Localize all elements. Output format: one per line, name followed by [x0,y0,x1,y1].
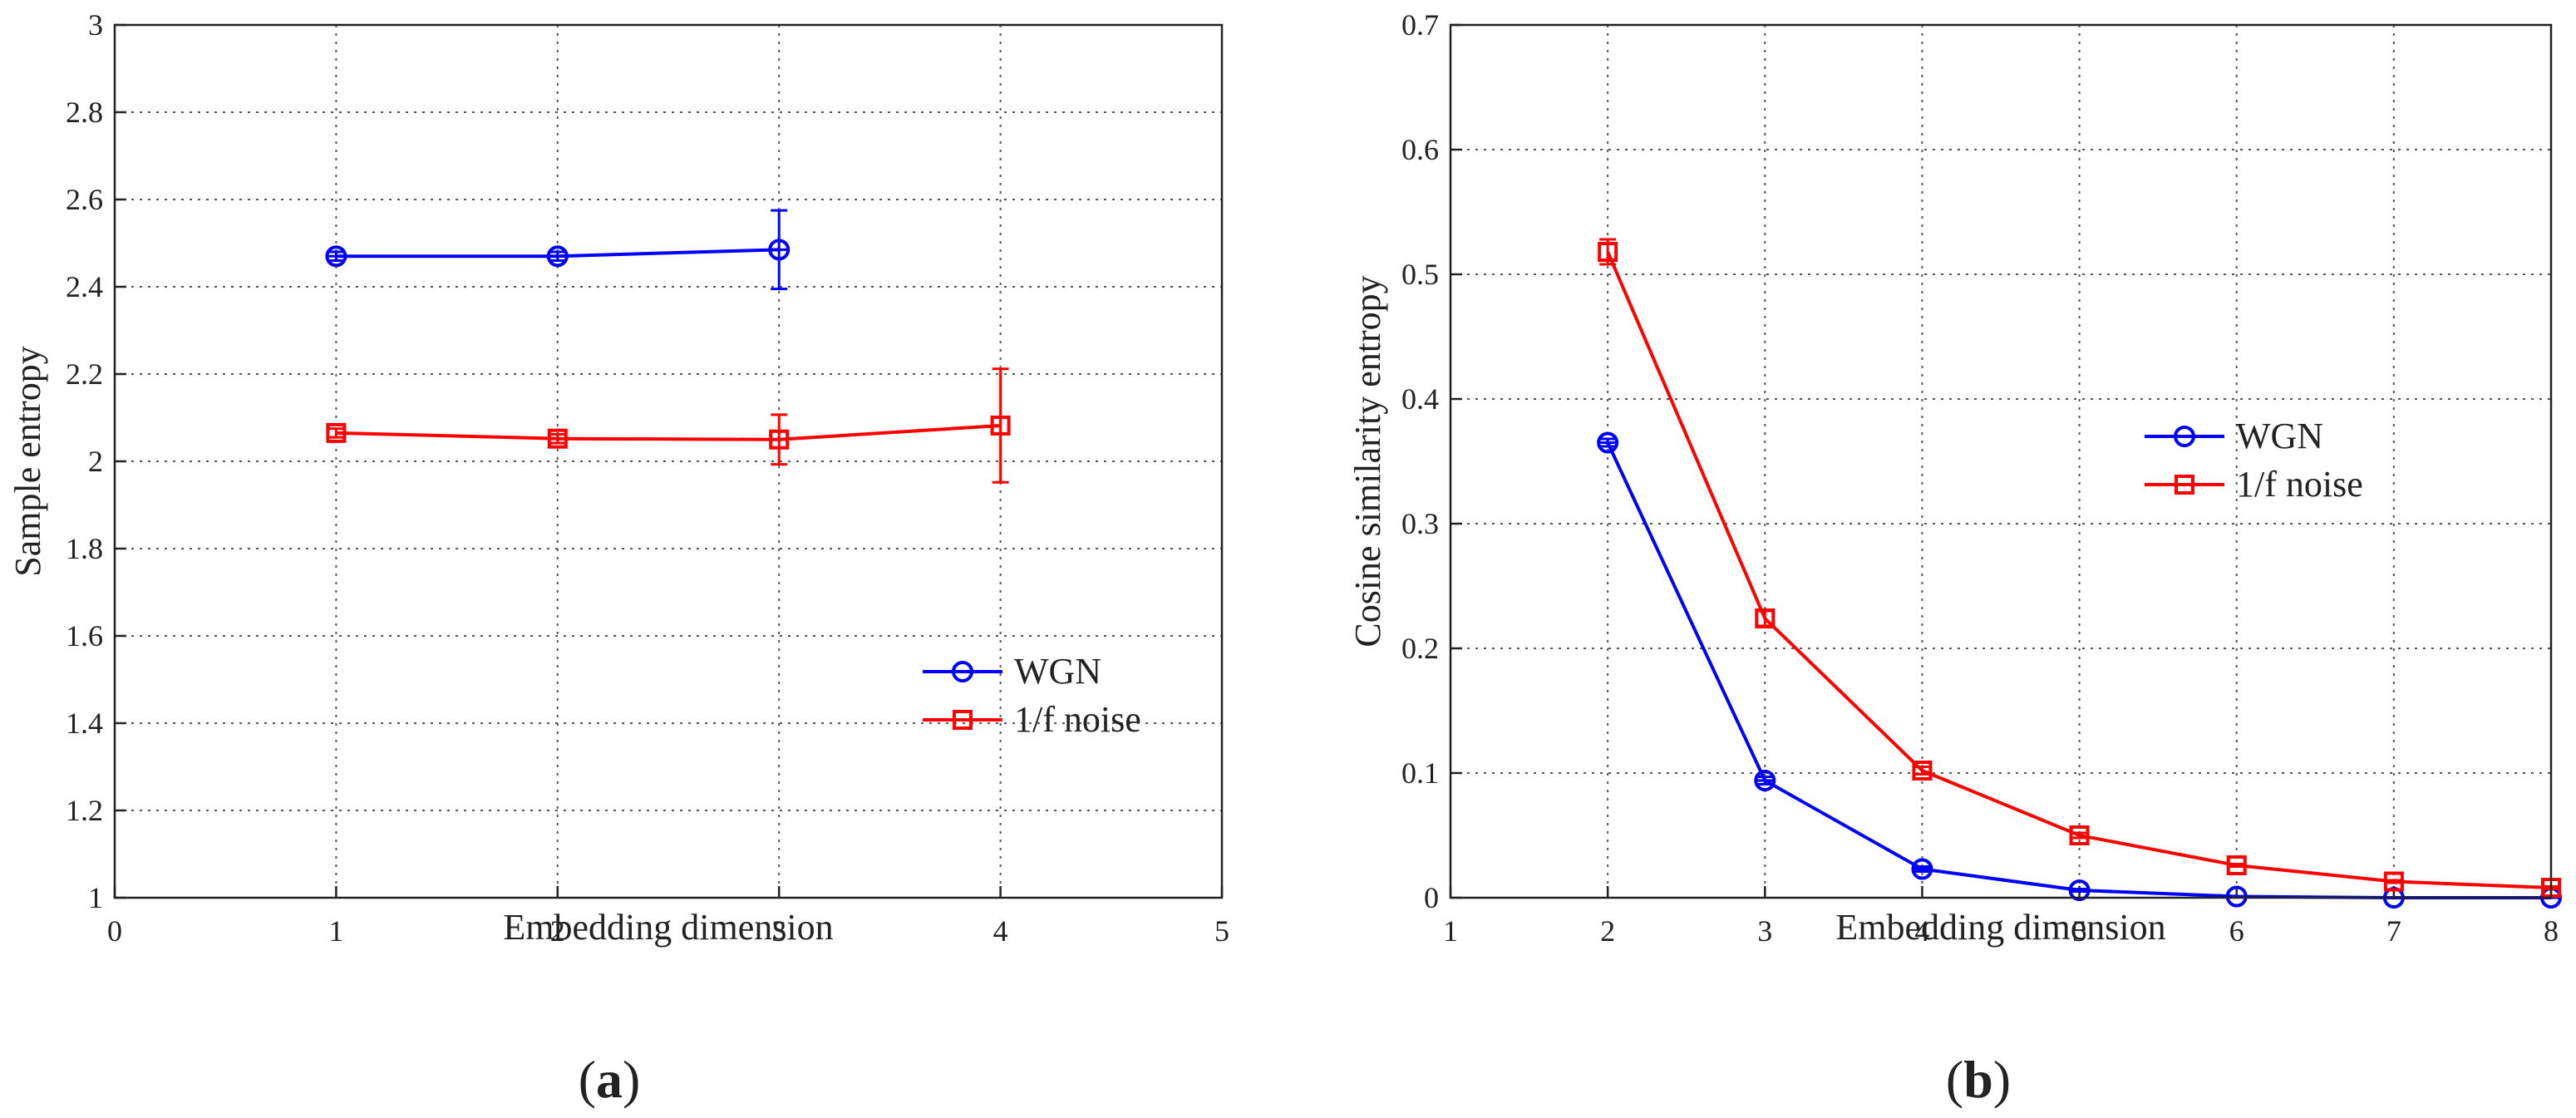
panel-a-y-tick-label: 2.6 [66,183,103,216]
panel-a-y-tick-label: 2.2 [66,357,103,391]
panel-a-legend-1f-noise-label: 1/f noise [1014,699,1141,740]
panel-b-x-tick-label: 8 [2544,914,2559,948]
panel-a-x-tick-label: 4 [993,914,1008,948]
panel-a-y-tick-label: 1.8 [66,532,103,565]
panel-b-data-point [2383,871,2404,892]
panel-b-x-tick-label: 1 [1443,914,1458,948]
panel-b-data-point [1755,608,1776,628]
panel-b-ticks: 1 2 3 4 5 6 7 8 0 0.1 0.2 0.3 0.4 0.5 0.6 0.7 [1401,8,2559,948]
panel-a-y-tick-label: 1.2 [66,794,103,827]
panel-a-y-tick-label: 2 [88,445,103,478]
panel-a-legend-1f-noise-marker [953,710,973,730]
panel-a-data-point [547,428,568,449]
panel-a-ticks: 0 1 2 3 4 511.21.41.61.822.22.42.62.83 [66,8,1229,948]
panel-a-legend-marker-shape [953,710,973,730]
panel-a-legend-wgn-marker [952,661,973,682]
panel-b-y-tick-label: 0.7 [1401,8,1439,42]
panel-a-legend-wgn-label: WGN [1014,651,1101,692]
panel-a-x-axis-label: Embedding dimension [503,907,833,948]
panel-b-y-tick-label: 0.3 [1401,507,1439,540]
panel-b-x-tick-label: 6 [2229,914,2244,948]
panel-b-y-axis-label: Cosine similarity entropy [1347,275,1388,647]
panel-a-data-point [326,422,347,443]
panel-b-y-tick-label: 0 [1424,881,1439,914]
panel-a-series-line [336,423,1001,441]
panel-a-x-tick-label: 2 [550,914,565,948]
panel-b-x-tick-label: 4 [1914,914,1929,948]
panel-b-x-tick-label: 5 [2072,914,2087,948]
panel-a-x-tick-label: 3 [771,914,786,948]
panel-a-series-1f-noise [326,367,1011,484]
panel-b: 1 2 3 4 5 6 7 8 0 0.1 0.2 0.3 0.4 0.5 0.6 0.7 Embedding… [1347,8,2562,1109]
panel-b-y-tick-label: 0.4 [1401,382,1439,416]
panel-a-x-tick-label: 1 [328,914,343,948]
panel-b-series-1f-noise [1598,238,2561,898]
panel-a-axes-frame [113,23,1224,899]
panel-b-legend-wgn-marker [2174,426,2195,447]
panel-a-legend-marker-shape [952,661,973,682]
panel-a-y-tick-label: 3 [88,8,103,42]
panel-b-grid [1451,25,2551,898]
panel-a-data-point [769,429,790,450]
panel-a-data-point [990,415,1011,436]
panel-b-data-point [2069,825,2090,845]
panel-b-x-axis-label: Embedding dimension [1835,907,2165,948]
panel-b-caption-letter: b [1963,1050,1993,1109]
panel-a-series-wgn [325,209,791,291]
panel-b-legend-1f-noise-marker [2175,475,2194,495]
panel-a: 0 1 2 3 4 511.21.41.61.822.22.42.62.83 Embedd… [7,8,1229,1109]
panel-b-legend-marker-shape [2175,475,2194,495]
panel-b-series-line [1606,441,2551,899]
panel-a-legend: WGN 1/f noise [923,651,1141,740]
panel-a-y-tick-label: 1.6 [66,619,103,653]
panel-a-x-tick-label: 0 [107,914,122,948]
panel-b-data-point [1598,242,1618,262]
panel-b-legend-1f-noise-label: 1/f noise [2236,464,2363,505]
panel-a-y-tick-label: 1 [88,881,103,914]
panel-b-caption: (b) [1946,1050,2011,1109]
panel-b-x-tick-label: 7 [2386,914,2401,948]
panel-a-y-tick-label: 1.4 [66,707,103,740]
panel-b-x-tick-label: 3 [1757,914,1772,948]
panel-b-y-tick-label: 0.2 [1401,632,1439,665]
panel-b-y-tick-label: 0.6 [1401,133,1439,166]
panel-b-series-line [1606,251,2552,889]
panel-a-caption: (a) [579,1050,641,1109]
panel-b-legend-marker-shape [2174,426,2195,447]
panel-b-y-tick-label: 0.1 [1401,756,1439,790]
panel-b-y-tick-label: 0.5 [1401,258,1439,291]
panel-a-y-tick-label: 2.4 [66,270,103,303]
panel-a-y-tick-label: 2.8 [66,96,103,129]
panel-a-x-tick-label: 5 [1214,914,1229,948]
panel-b-data-point [1912,761,1933,781]
panel-a-y-axis-label: Sample entropy [7,346,48,576]
panel-a-series [325,209,1011,484]
panel-a-caption-letter: a [596,1050,623,1109]
panel-b-axes-frame [1449,23,2553,899]
panel-b-legend: WGN 1/f noise [2145,416,2363,505]
panel-b-data-point [2226,855,2247,875]
panel-b-x-tick-label: 2 [1600,914,1615,948]
panel-a-grid [115,25,1222,898]
panel-b-legend-wgn-label: WGN [2236,416,2323,456]
